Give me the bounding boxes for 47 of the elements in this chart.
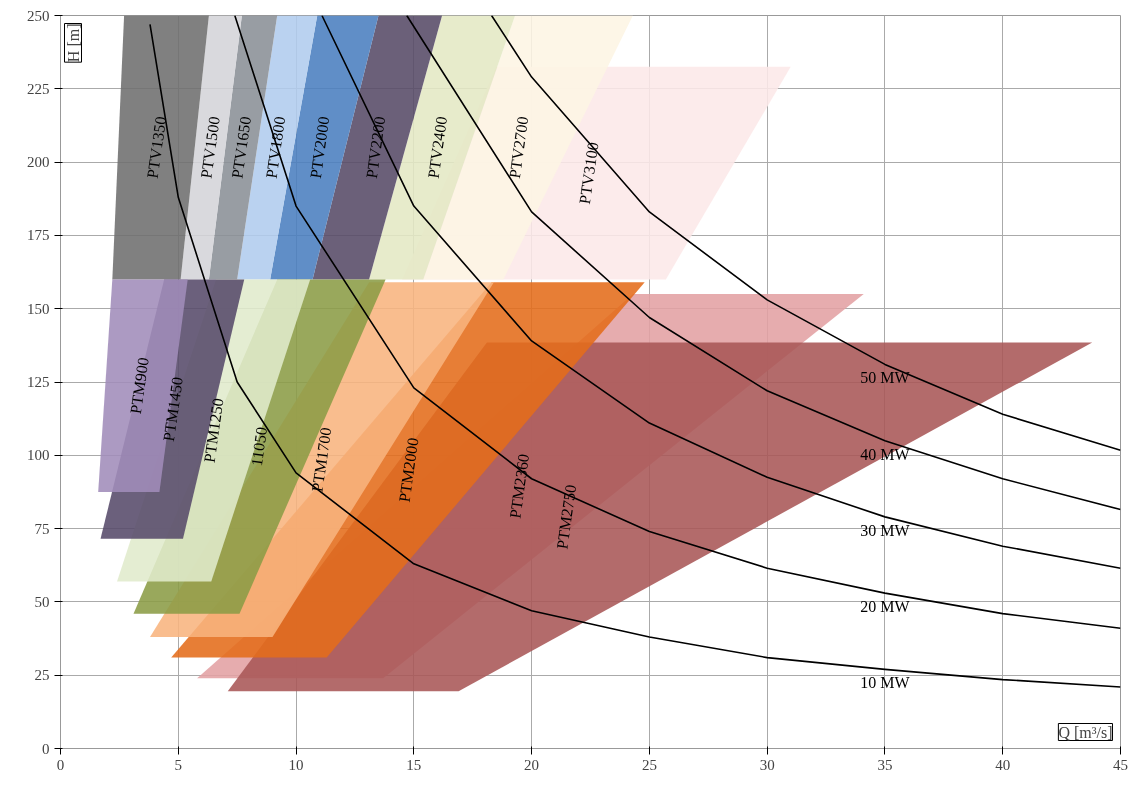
x-tick-label: 0: [56, 756, 65, 773]
x-tick-label: 45: [1113, 756, 1128, 773]
y-tick-label: 225: [27, 80, 50, 97]
x-tick-label: 5: [174, 756, 183, 773]
x-tick-label: 40: [995, 756, 1011, 773]
line-series: [234, 15, 1121, 630]
y-tick-label: 150: [27, 300, 50, 317]
series-label: PTM1250: [200, 397, 227, 464]
series-label: PTV2700: [505, 115, 532, 180]
series-label: 30 MW: [860, 521, 911, 539]
x-axis-title: Q [m³/s]: [1058, 723, 1113, 741]
y-tick-label: 200: [27, 154, 50, 171]
series-label: PTV1650: [228, 115, 255, 180]
series-label: PTM2000: [395, 436, 422, 504]
series-label: PTM900: [127, 356, 152, 416]
x-tick-label: 10: [288, 756, 304, 773]
x-tick-label: 35: [877, 756, 893, 773]
series-label: 11050: [247, 425, 271, 468]
series-label: PTV2000: [306, 115, 333, 180]
y-tick-label: 0: [42, 740, 50, 757]
series-label: PTV3100: [575, 141, 602, 206]
series-label: PTM2360: [506, 452, 533, 520]
series-label: PTV1350: [143, 115, 170, 180]
y-tick-label: 50: [34, 593, 50, 610]
series-label: 20 MW: [860, 598, 911, 616]
series-label: PTV2200: [362, 115, 389, 180]
x-tick-label: 15: [406, 756, 422, 773]
x-tick-label: 30: [759, 756, 775, 773]
line-series: [149, 23, 1121, 688]
x-tick-label: 20: [524, 756, 540, 773]
series-label: PTM2750: [553, 483, 580, 551]
series-label: PTM1450: [160, 375, 186, 443]
y-tick-label: 175: [27, 227, 50, 244]
x-tick-label: 25: [641, 756, 657, 773]
y-tick-label: 250: [27, 7, 50, 24]
y-tick-label: 25: [34, 667, 50, 684]
series-label: 40 MW: [860, 445, 911, 463]
series-label: PTV2400: [424, 115, 451, 180]
y-tick-label: 75: [34, 520, 50, 537]
y-tick-label: 125: [27, 374, 50, 390]
series-label: PTM1700: [308, 426, 335, 494]
series-label: PTV1800: [262, 115, 289, 180]
series-label: 10 MW: [860, 674, 911, 692]
series-label: 50 MW: [860, 369, 911, 387]
y-axis-title: H [m]: [64, 23, 82, 63]
series-label: PTV1500: [197, 115, 223, 180]
y-tick-label: 100: [27, 447, 50, 464]
